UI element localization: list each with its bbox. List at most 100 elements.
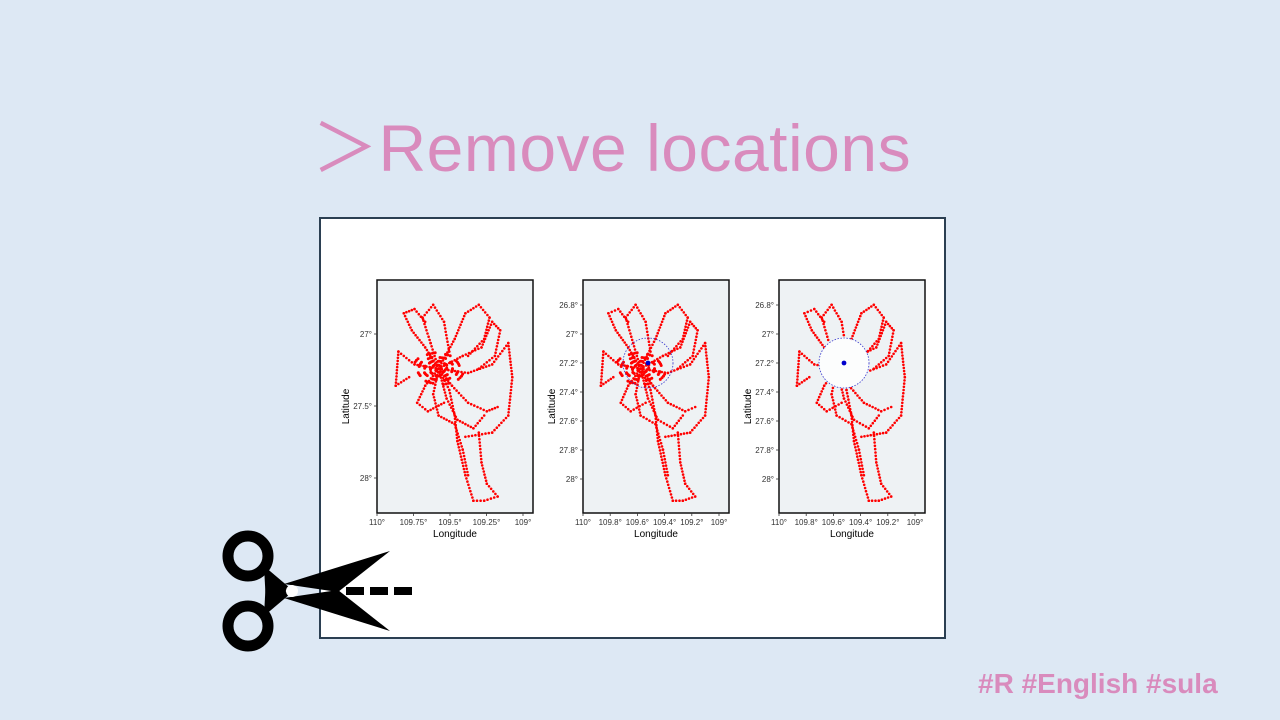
track-point — [626, 384, 630, 387]
track-point — [486, 313, 489, 317]
buffer-circle — [622, 337, 674, 389]
track-point — [874, 451, 877, 454]
track-point — [615, 360, 619, 364]
track-point — [437, 367, 440, 370]
track-point — [653, 359, 656, 362]
track-point — [826, 335, 829, 338]
track-point — [705, 401, 708, 405]
track-point — [880, 325, 883, 328]
track-point — [395, 368, 399, 372]
track-point — [482, 414, 486, 417]
track-point — [648, 343, 651, 347]
track-point — [509, 391, 512, 395]
track-point — [488, 358, 491, 362]
y-tick-label: 27.6° — [559, 417, 578, 426]
track-point — [847, 421, 850, 424]
track-point — [662, 451, 665, 455]
track-point — [654, 414, 657, 417]
track-point — [599, 381, 603, 384]
track-point — [407, 375, 411, 379]
track-point — [884, 431, 888, 434]
track-point — [475, 499, 479, 503]
track-point — [487, 329, 490, 332]
track-point — [859, 470, 862, 474]
track-point — [686, 326, 690, 329]
track-point — [796, 378, 799, 381]
track-point — [882, 326, 886, 329]
y-tick-label: 27.2° — [559, 359, 578, 368]
track-point — [875, 416, 879, 420]
track-point — [817, 338, 821, 342]
track-point — [483, 473, 486, 476]
track-point — [638, 359, 642, 363]
track-point — [478, 342, 481, 345]
track-point — [468, 486, 471, 490]
track-point — [903, 379, 906, 382]
track-point — [856, 445, 860, 448]
track-point — [677, 444, 681, 448]
track-point — [601, 365, 604, 369]
track-point — [613, 309, 617, 312]
track-point — [630, 308, 633, 312]
track-point — [870, 305, 873, 308]
track-point — [680, 308, 684, 312]
track-point — [853, 432, 856, 435]
track-point — [654, 417, 658, 420]
y-tick-label: 26.8° — [559, 301, 578, 310]
track-point — [677, 419, 681, 422]
track-point — [476, 421, 479, 425]
track-point — [681, 473, 685, 476]
track-point — [476, 344, 479, 348]
track-point — [507, 414, 510, 417]
track-point — [854, 438, 858, 442]
track-point — [819, 341, 822, 344]
track-point — [464, 312, 467, 315]
track-point — [687, 408, 690, 412]
track-point — [660, 455, 663, 458]
track-point — [656, 439, 660, 443]
track-point — [601, 362, 604, 366]
track-point — [797, 353, 801, 356]
track-point — [658, 356, 662, 359]
track-point — [887, 428, 890, 432]
track-point — [668, 425, 672, 428]
track-point — [820, 390, 823, 393]
track-point — [396, 359, 399, 363]
track-point — [478, 444, 482, 448]
panel-frame — [376, 279, 534, 514]
track-point — [884, 363, 888, 366]
track-point — [429, 306, 433, 309]
track-point — [452, 411, 456, 414]
track-point — [478, 419, 482, 422]
track-point — [860, 473, 863, 477]
track-point — [410, 308, 414, 312]
track-point — [455, 389, 458, 392]
track-point — [889, 345, 892, 348]
track-point — [443, 323, 446, 327]
track-point — [507, 411, 510, 414]
track-point — [900, 344, 903, 348]
track-point — [466, 480, 469, 483]
track-point — [625, 366, 629, 370]
track-point — [670, 496, 674, 499]
track-point — [685, 431, 689, 435]
track-point — [466, 401, 470, 405]
track-point — [458, 449, 461, 452]
track-point — [857, 448, 861, 451]
track-point — [442, 385, 445, 388]
track-point — [407, 309, 411, 313]
track-point — [876, 343, 879, 346]
track-point — [453, 422, 456, 426]
track-point — [490, 431, 494, 434]
track-point — [608, 314, 611, 318]
track-point — [507, 341, 510, 345]
track-point — [437, 404, 440, 407]
track-point — [600, 372, 604, 375]
track-point — [840, 388, 844, 391]
track-point — [650, 395, 654, 398]
track-point — [462, 396, 465, 400]
track-point — [399, 352, 403, 356]
track-point — [676, 431, 680, 434]
track-point — [460, 458, 463, 461]
track-point — [456, 357, 459, 360]
